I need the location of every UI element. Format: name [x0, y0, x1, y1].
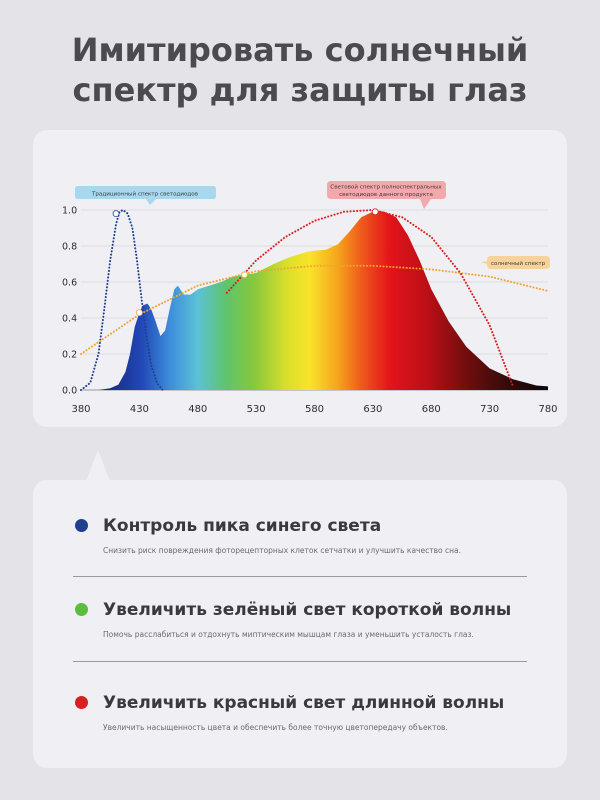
divider [73, 661, 527, 662]
curve-marker [135, 309, 143, 317]
curve-marker [241, 271, 248, 279]
callout-product-label-2: светодиодов данного продукта [339, 192, 433, 198]
feature-blue-desc: Снизить риск повреждения фоторецепторных… [103, 546, 461, 555]
callout-traditional-bubble [75, 186, 216, 205]
feature-blue-title: Контроль пика синего света [103, 516, 382, 536]
solar-spectrum-curve [80, 264, 549, 355]
callout-traditional-label: Традиционный спектр светодиодов [91, 191, 198, 198]
x-tick-label: 480 [188, 404, 207, 415]
feature-red-title: Увеличить красный свет длинной волны [103, 693, 505, 713]
y-tick-label: 0.8 [62, 242, 77, 253]
callout-product-label-1: Световой спектр полноспектральных [330, 184, 442, 191]
red-dot-icon [75, 696, 88, 709]
x-tick-label: 730 [480, 404, 499, 415]
page-title-line-1: Имитировать солнечный [71, 31, 529, 69]
y-tick-label: 0.2 [62, 350, 77, 361]
feature-green-title: Увеличить зелёный свет короткой волны [103, 600, 512, 620]
info-card [33, 480, 567, 768]
x-tick-label: 780 [538, 404, 557, 415]
x-tick-label: 580 [305, 404, 324, 415]
y-tick-label: 1.0 [62, 206, 77, 217]
green-dot-icon [75, 603, 88, 616]
callout-traditional: Традиционный спектр светодиодов [75, 186, 216, 205]
callout-solar-label: солнечный спектр [491, 260, 546, 267]
x-tick-label: 430 [130, 404, 149, 415]
feature-red-desc: Увеличить насыщенность цвета и обеспечит… [103, 723, 448, 732]
x-tick-label: 380 [71, 404, 90, 415]
feature-green-desc: Помочь расслабиться и отдохнуть миптичес… [103, 630, 474, 639]
y-tick-label: 0.6 [62, 278, 77, 289]
info-card-pointer [86, 450, 110, 481]
curve-marker [371, 208, 379, 216]
x-tick-label: 630 [363, 404, 382, 415]
callout-product-bubble [327, 181, 446, 209]
spectrum-area [81, 210, 548, 390]
traditional-led-curve [80, 208, 164, 391]
y-tick-label: 0.0 [62, 386, 77, 397]
y-tick-label: 0.4 [62, 314, 77, 325]
callout-solar: солнечный спектр [481, 256, 550, 269]
page-title-line-2: спектр для защиты глаз [72, 71, 528, 109]
x-tick-label: 680 [422, 404, 441, 415]
spectrum-chart: 0.0 0.2 0.4 0.6 0.8 1.0 380 430 480 530 580 630 680… [62, 181, 558, 415]
x-tick-label: 530 [247, 404, 266, 415]
blue-dot-icon [75, 519, 88, 532]
callout-solar-bubble [481, 256, 550, 269]
divider [73, 576, 527, 577]
curve-marker [112, 210, 120, 218]
page-title: Имитировать солнечный спектр для защиты … [0, 30, 600, 110]
callout-product: Световой спектр полноспектральных светод… [327, 181, 446, 209]
